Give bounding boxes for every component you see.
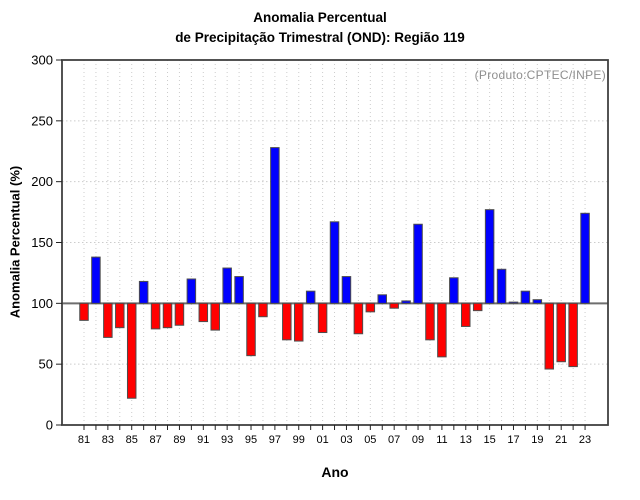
x-axis-label: Ano xyxy=(321,464,349,480)
bar-06 xyxy=(377,294,387,304)
bar-82 xyxy=(91,256,101,304)
x-tick-label: 07 xyxy=(388,434,400,446)
bar-16 xyxy=(496,268,507,304)
bar-00 xyxy=(305,290,316,304)
bar-09 xyxy=(413,223,423,304)
x-tick-label: 91 xyxy=(197,434,209,446)
x-tick-label: 11 xyxy=(436,434,447,446)
bar-02 xyxy=(329,221,340,304)
x-tick-label: 13 xyxy=(460,434,472,446)
bar-89 xyxy=(174,302,185,326)
x-tick-label: 05 xyxy=(364,434,376,446)
bar-92 xyxy=(210,302,220,331)
y-tick-label: 200 xyxy=(31,174,53,189)
x-tick-label: 21 xyxy=(555,434,567,446)
bar-21 xyxy=(556,302,566,363)
bar-88 xyxy=(162,302,173,329)
bar-19 xyxy=(532,299,543,304)
bar-90 xyxy=(186,278,197,304)
y-tick-label: 300 xyxy=(31,53,53,68)
bar-07 xyxy=(389,302,399,309)
bar-85 xyxy=(126,302,137,399)
bar-12 xyxy=(449,277,459,304)
bar-17 xyxy=(508,301,519,304)
bar-10 xyxy=(425,302,435,341)
x-tick-label: 83 xyxy=(102,434,114,446)
bar-93 xyxy=(222,267,232,304)
bar-23 xyxy=(580,212,590,304)
bar-05 xyxy=(365,302,376,313)
bar-13 xyxy=(461,302,471,327)
x-tick-label: 81 xyxy=(78,434,90,446)
x-tick-label: 99 xyxy=(293,434,305,446)
bar-81 xyxy=(79,302,89,321)
x-tick-label: 03 xyxy=(340,434,352,446)
bar-11 xyxy=(437,302,447,358)
x-tick-label: 89 xyxy=(173,434,185,446)
bar-86 xyxy=(138,280,149,304)
x-tick-label: 09 xyxy=(412,434,424,446)
x-tick-label: 87 xyxy=(149,434,161,446)
chart-title-line1: Anomalia Percentual xyxy=(253,10,387,25)
x-tick-label: 97 xyxy=(269,434,281,446)
bar-01 xyxy=(317,302,328,334)
x-tick-label: 23 xyxy=(579,434,591,446)
bar-83 xyxy=(103,302,113,338)
chart-title-line2: de Precipitação Trimestral (OND): Região… xyxy=(175,30,465,45)
x-tick-label: 01 xyxy=(316,434,328,446)
bar-91 xyxy=(198,302,209,323)
bar-97 xyxy=(270,147,280,304)
x-tick-label: 93 xyxy=(221,434,233,446)
x-tick-label: 17 xyxy=(507,434,519,446)
y-tick-label: 250 xyxy=(31,113,53,128)
bar-18 xyxy=(520,290,531,304)
bar-14 xyxy=(472,302,483,312)
bar-94 xyxy=(234,276,244,304)
bar-87 xyxy=(150,302,161,330)
bar-15 xyxy=(484,209,495,304)
bar-98 xyxy=(282,302,292,341)
x-tick-label: 19 xyxy=(531,434,543,446)
bar-08 xyxy=(401,300,411,304)
bar-03 xyxy=(341,276,352,304)
y-tick-label: 0 xyxy=(46,418,53,433)
y-tick-label: 100 xyxy=(31,296,53,311)
bar-04 xyxy=(353,302,364,335)
bar-96 xyxy=(258,302,268,318)
bar-95 xyxy=(246,302,256,357)
bar-84 xyxy=(115,302,125,329)
x-tick-label: 15 xyxy=(483,434,495,446)
chart-title: Anomalia Percentual de Precipitação Trim… xyxy=(0,8,640,48)
y-tick-label: 150 xyxy=(31,235,53,250)
bar-20 xyxy=(544,302,555,370)
y-tick-label: 50 xyxy=(39,357,53,372)
x-tick-label: 95 xyxy=(245,434,257,446)
x-tick-label: 85 xyxy=(126,434,138,446)
source-annotation: (Produto:CPTEC/INPE) xyxy=(474,68,606,82)
bar-99 xyxy=(293,302,304,342)
bar-22 xyxy=(568,302,578,368)
